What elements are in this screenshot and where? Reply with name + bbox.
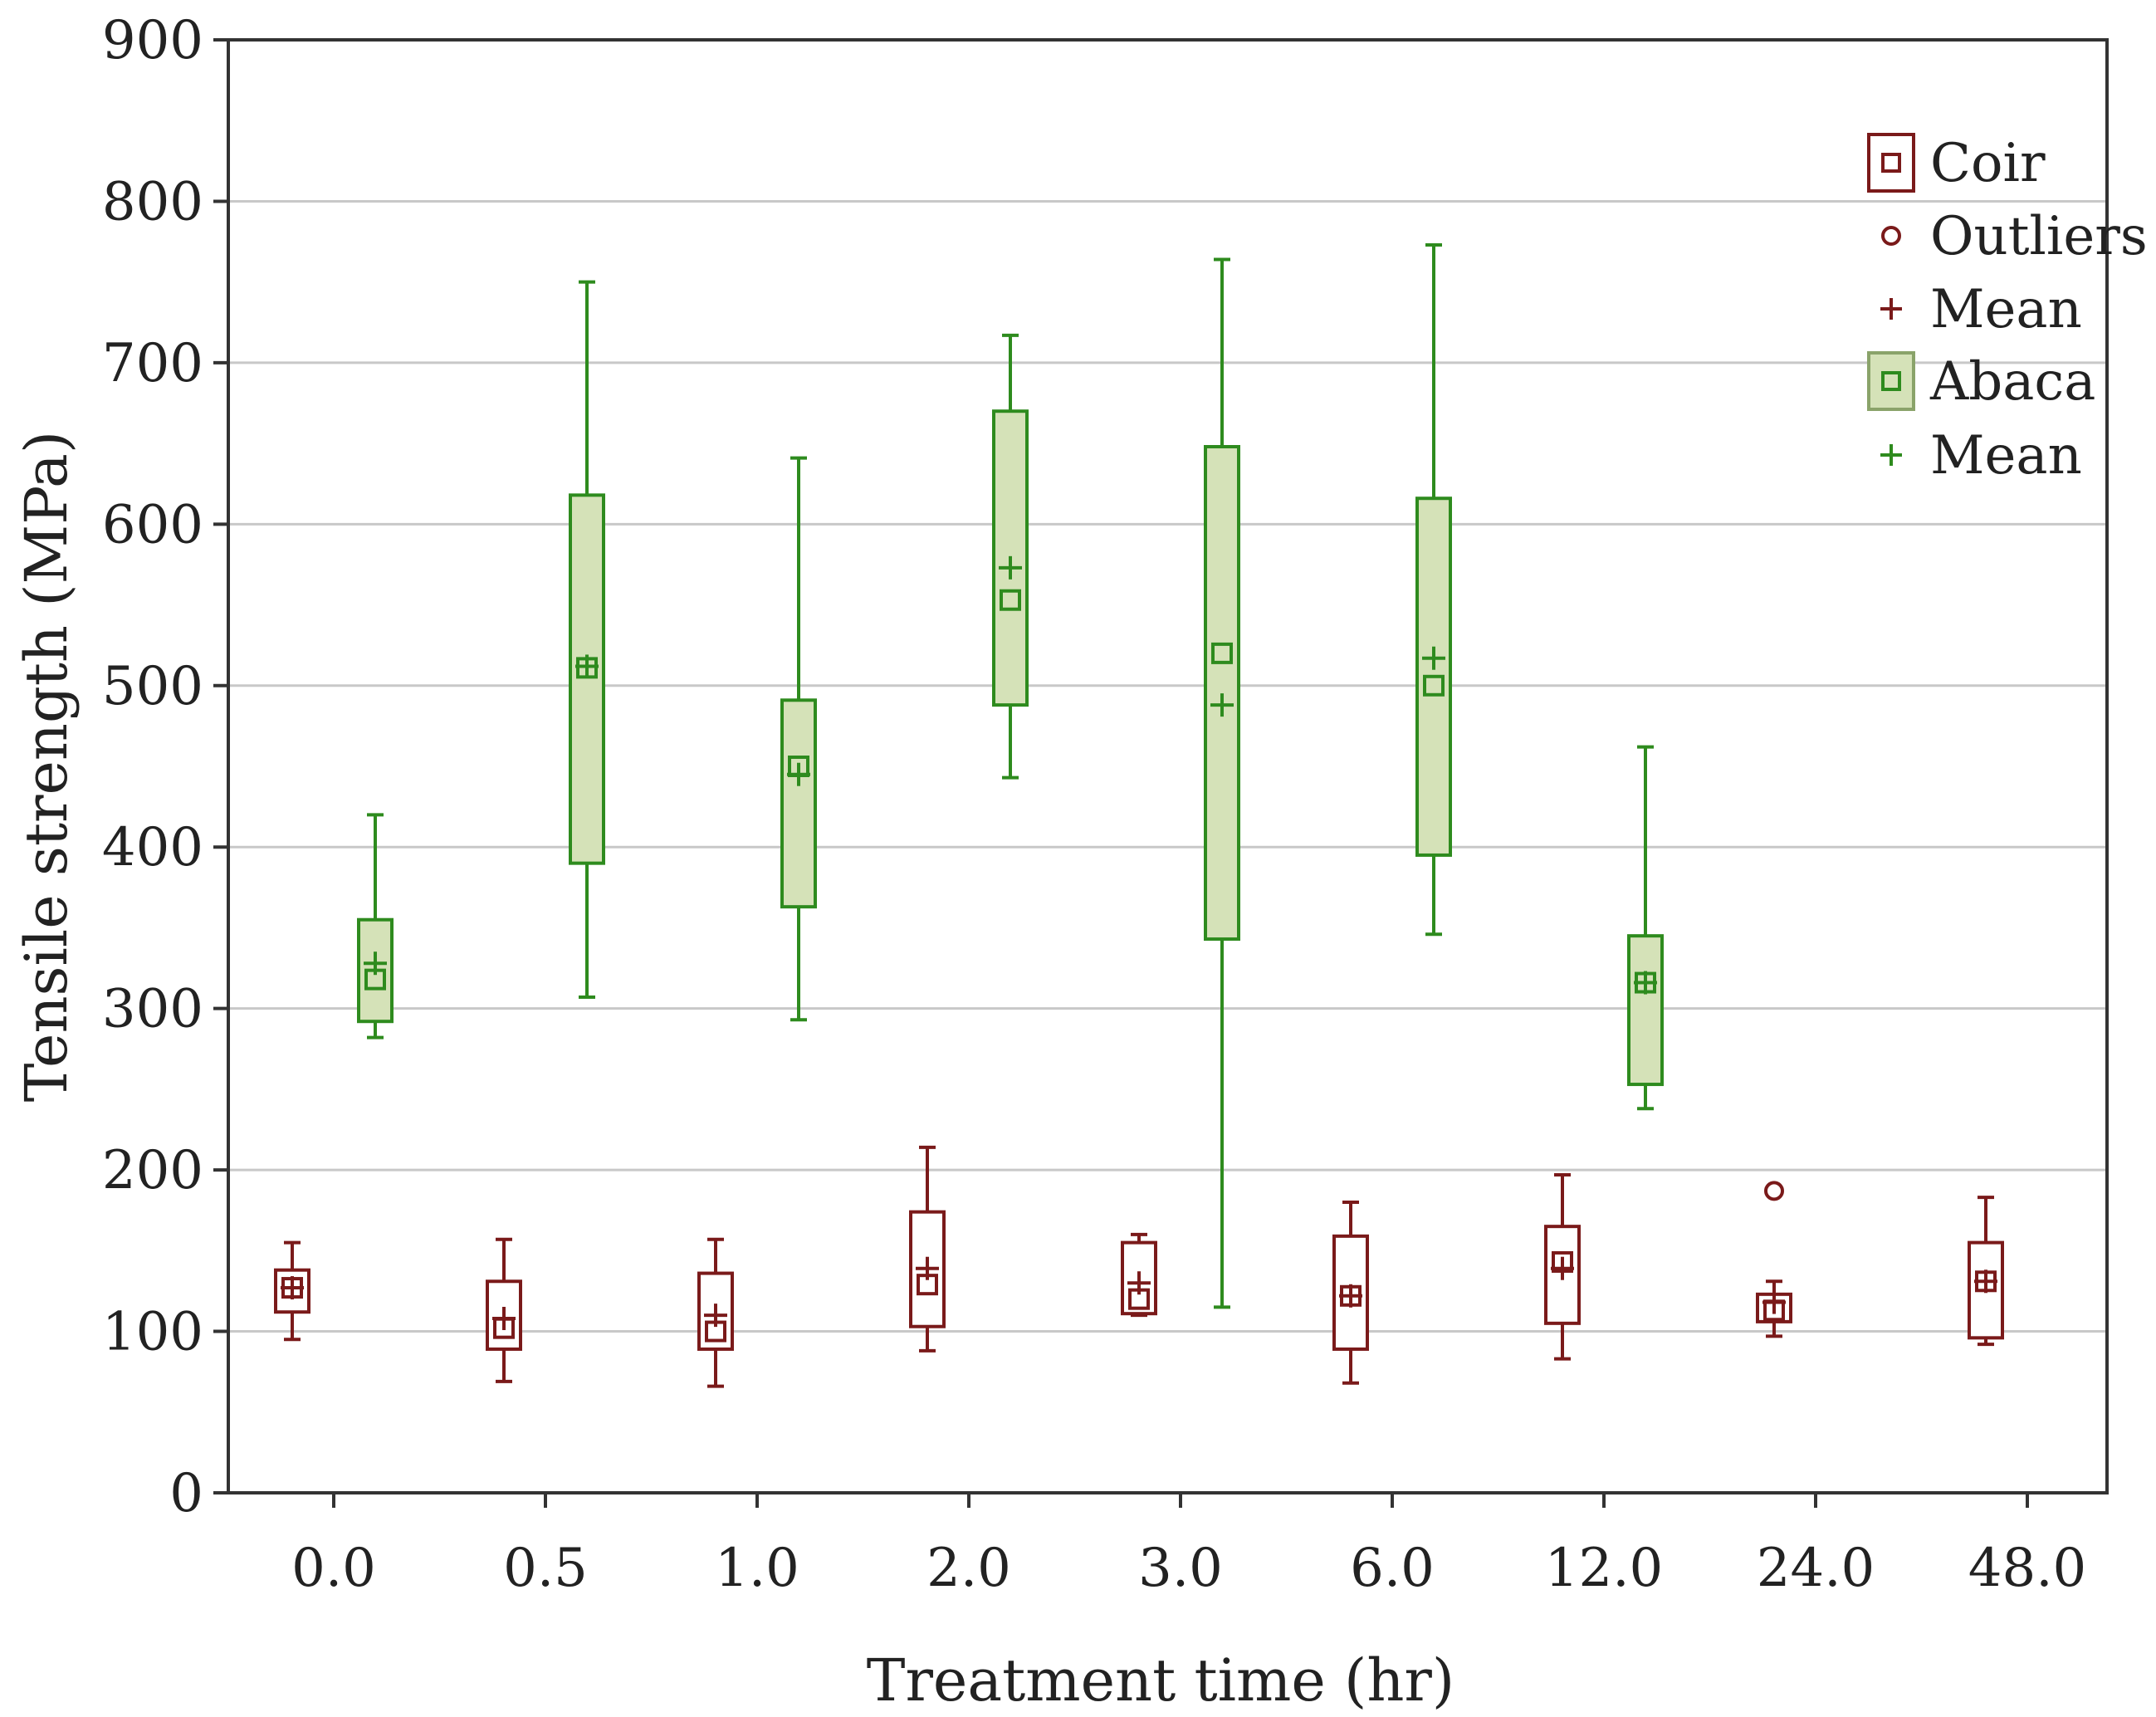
coir-outlier [1764,1181,1784,1201]
x-tick-label: 48.0 [1968,1538,2087,1599]
coir-box-48.0 [1968,1196,2004,1347]
coir-mean-marker [1127,1271,1151,1295]
legend-abaca-box-icon [1867,351,1915,411]
coir-box-0.5 [486,1237,522,1383]
legend-item: Mean [1880,279,2082,340]
coir-mean-marker [916,1256,939,1280]
abaca-iqr-box [1415,497,1452,857]
x-tick-label: 1.0 [715,1538,799,1599]
legend-label: Mean [1930,425,2082,487]
plot-frame [227,38,2109,1494]
coir-mean-marker [1339,1284,1362,1308]
x-tick-label: 6.0 [1350,1538,1435,1599]
legend-coir-box-icon [1867,133,1915,193]
x-tick-label: 2.0 [926,1538,1011,1599]
abaca-median-marker [1000,589,1021,611]
y-tick-label: 200 [102,1140,203,1201]
coir-box-24.0 [1756,1181,1792,1338]
x-tick-label: 3.0 [1138,1538,1223,1599]
coir-box-3.0 [1121,1232,1157,1318]
legend-abaca-mean-icon [1880,444,1902,466]
legend-item: Coir [1867,133,2046,194]
legend-item: Mean [1880,425,2082,487]
abaca-box-6.0 [1415,242,1452,937]
coir-box-6.0 [1332,1201,1369,1385]
x-tick-label: 0.0 [291,1538,376,1599]
abaca-box-3.0 [1204,257,1240,1309]
legend-abaca-median-icon [1881,371,1901,391]
abaca-mean-marker [999,555,1022,580]
legend-label: Abaca [1929,351,2095,413]
abaca-box-0.0 [357,813,394,1039]
abaca-mean-marker [1422,646,1445,670]
legend-label: Mean [1930,279,2082,340]
coir-mean-marker [1974,1269,1997,1294]
abaca-mean-marker [364,951,387,976]
legend-outlier-icon [1881,226,1901,246]
y-tick-label: 400 [102,817,203,878]
coir-mean-marker [704,1304,727,1328]
abaca-mean-marker [1210,693,1234,717]
legend-label: Outliers [1930,206,2148,267]
abaca-median-marker [1423,674,1445,697]
axes: 0 100 200 300 400 500 600 700 800 900 0.0 0.5 1.0 2.0… [102,10,2086,1599]
y-tick-label: 900 [102,10,203,71]
y-tick-label: 500 [102,656,203,717]
coir-box-0.0 [274,1240,310,1342]
coir-mean-marker [1762,1290,1786,1314]
abaca-series [357,242,1664,1309]
coir-series [274,1145,2004,1388]
abaca-median-marker [1211,642,1233,664]
legend-label: Coir [1930,133,2046,194]
y-tick-label: 700 [102,333,203,394]
abaca-box-0.5 [569,280,605,1000]
coir-mean-marker [281,1276,304,1300]
y-tick-label: 100 [102,1302,203,1363]
abaca-iqr-box [1204,445,1240,942]
abaca-mean-marker [1634,971,1657,995]
abaca-iqr-box [1627,934,1664,1087]
coir-box-2.0 [909,1145,946,1353]
coir-box-1.0 [697,1237,734,1388]
gridlines [228,199,2107,1333]
y-tick-label: 600 [102,494,203,555]
x-tick-label: 0.5 [503,1538,588,1599]
abaca-iqr-box [569,493,605,865]
coir-mean-marker [1551,1256,1574,1280]
legend-item: Outliers [1881,206,2148,267]
abaca-mean-marker [787,762,810,786]
legend-item: Abaca [1867,351,2095,413]
y-tick-label: 800 [102,171,203,232]
abaca-box-2.0 [992,333,1029,780]
y-tick-label: 300 [102,979,203,1040]
coir-mean-marker [492,1307,516,1330]
y-tick-label: 0 [169,1463,203,1524]
abaca-box-12.0 [1627,745,1664,1111]
legend-coir-mean-icon [1880,298,1902,320]
abaca-iqr-box [780,698,817,909]
x-axis-title: Treatment time (hr) [867,1646,1454,1715]
abaca-mean-marker [575,654,599,678]
legend: Coir Outliers Mean Abaca Mean [1867,133,2148,487]
abaca-box-1.0 [780,456,817,1022]
legend-coir-median-icon [1881,153,1901,173]
x-tick-label: 12.0 [1545,1538,1664,1599]
y-axis-title: Tensile strength (MPa) [12,431,81,1102]
coir-box-12.0 [1544,1172,1581,1361]
x-tick-label: 24.0 [1757,1538,1875,1599]
